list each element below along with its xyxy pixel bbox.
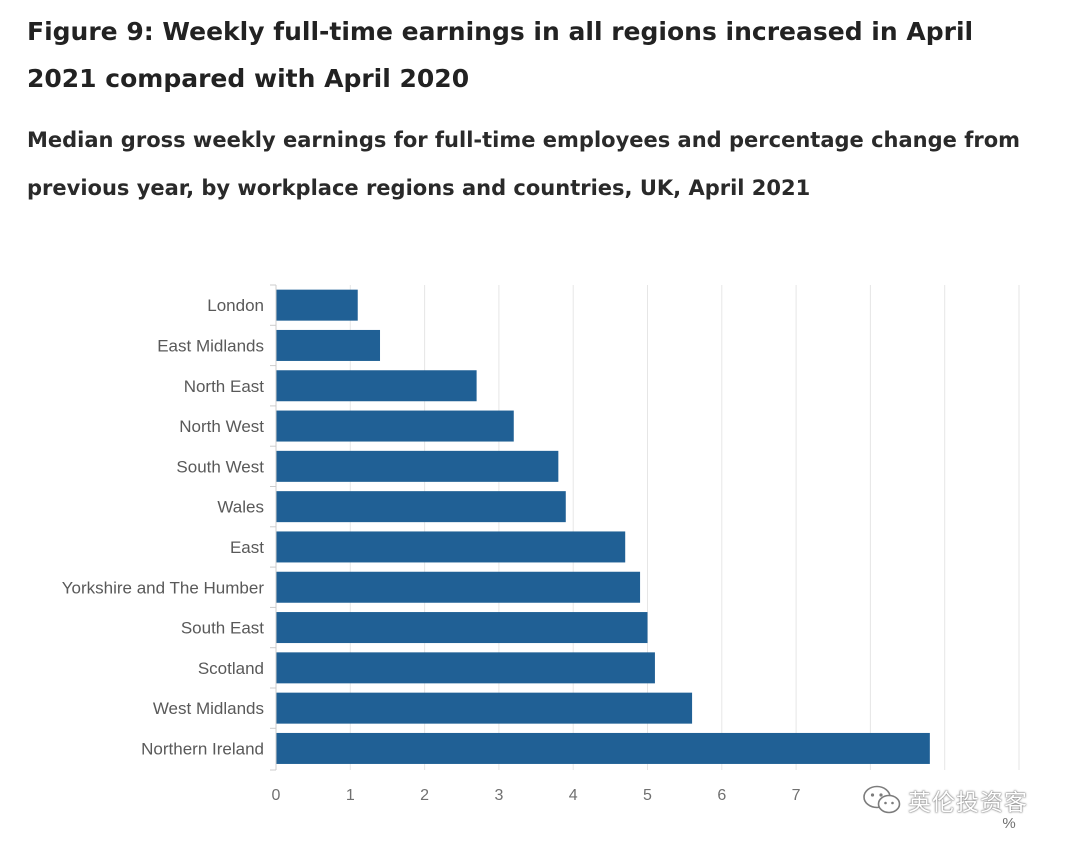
category-label: East Midlands <box>157 336 264 355</box>
category-labels: London East Midlands North East North West S… <box>62 296 265 758</box>
x-tick-label: 7 <box>792 787 801 804</box>
category-label: Wales <box>217 498 264 517</box>
category-label: Northern Ireland <box>141 739 264 758</box>
x-tick-labels: 0 1 2 3 4 5 6 7 <box>272 787 801 804</box>
bar <box>276 450 559 482</box>
chart-subtitle: Median gross weekly earnings for full-ti… <box>27 128 1020 200</box>
x-tick-label: 1 <box>346 787 355 804</box>
bar <box>276 571 641 603</box>
bars <box>276 289 930 764</box>
category-label: South East <box>181 619 264 638</box>
bar <box>276 410 514 442</box>
bar <box>276 370 477 402</box>
x-axis-unit-label: % <box>1002 815 1015 832</box>
x-tick-label: 0 <box>272 787 281 804</box>
category-label: London <box>207 296 264 315</box>
watermark-text: 英伦投资客 <box>908 790 1028 816</box>
watermark: 英伦投资客 <box>862 783 1028 817</box>
bar <box>276 289 358 321</box>
category-label: North West <box>179 417 264 436</box>
x-tick-label: 5 <box>643 787 652 804</box>
bar <box>276 652 655 684</box>
category-label: Yorkshire and The Humber <box>62 578 265 597</box>
bar <box>276 612 648 644</box>
bar <box>276 531 626 563</box>
wechat-icon <box>863 785 901 814</box>
category-label: West Midlands <box>153 699 264 718</box>
x-tick-label: 2 <box>420 787 429 804</box>
chart-title: Figure 9: Weekly full-time earnings in a… <box>27 17 974 93</box>
x-tick-label: 6 <box>717 787 726 804</box>
bar <box>276 329 381 361</box>
category-label: North East <box>184 377 265 396</box>
x-tick-label: 3 <box>494 787 503 804</box>
bar <box>276 732 930 764</box>
y-axis <box>270 284 277 771</box>
grid-lines <box>349 285 1020 770</box>
bar-chart: London East Midlands North East North West S… <box>62 284 1020 832</box>
bar <box>276 692 693 724</box>
category-label: Scotland <box>198 659 264 678</box>
bar <box>276 491 566 523</box>
category-label: East <box>230 538 264 557</box>
x-tick-label: 4 <box>569 787 578 804</box>
category-label: South West <box>176 457 264 476</box>
